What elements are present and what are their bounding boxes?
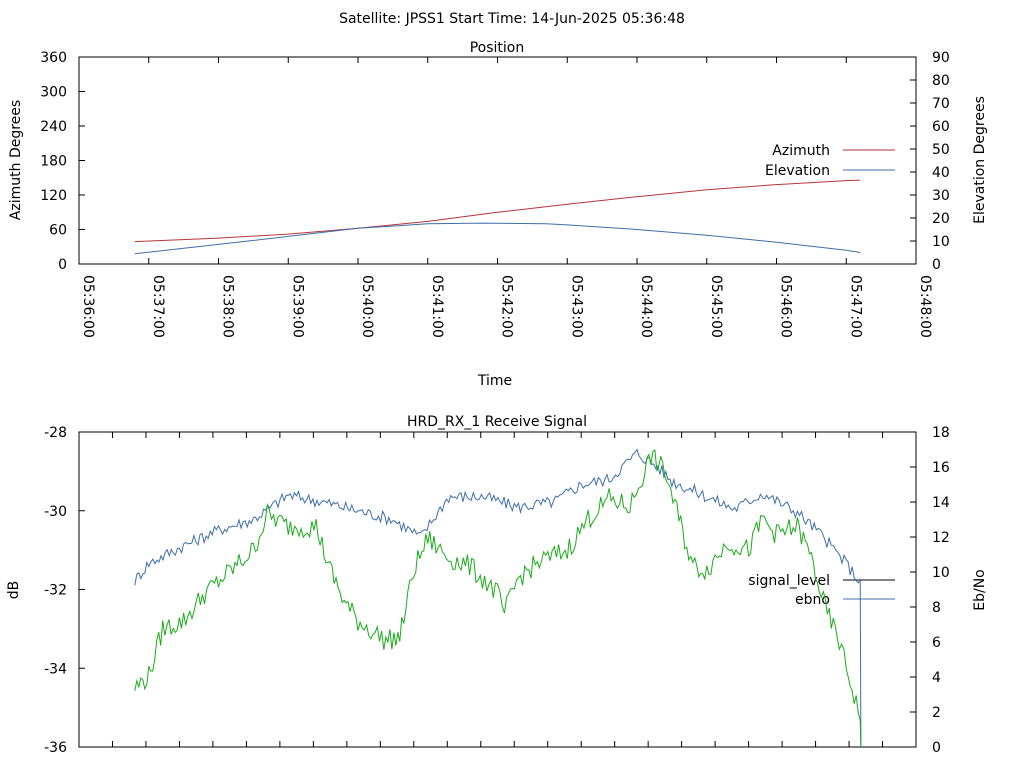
position-x-tick-label: 05:37:00 (150, 275, 166, 338)
position-right-tick-label: 40 (932, 165, 950, 181)
position-right-tick-label: 50 (932, 142, 950, 158)
signal-right-tick-label: 18 (932, 425, 950, 441)
signal-right-tick-label: 14 (932, 495, 950, 511)
signal-right-tick-label: 8 (932, 600, 941, 616)
receive-signal-panel: HRD_RX_1 Receive Signal dB Eb/No -36 -34 -… (6, 414, 988, 756)
position-x-tick-label: 05:40:00 (359, 275, 375, 338)
position-plot-frame (78, 56, 917, 265)
position-left-tick-label: 300 (40, 85, 67, 101)
signal-series-trace-line (134, 449, 862, 748)
signal-right-tick-label: 0 (932, 740, 941, 756)
position-x-tick-label: 05:48:00 (917, 275, 933, 338)
signal-right-tick-label: 6 (932, 635, 941, 651)
position-right-tick-label: 30 (932, 188, 950, 204)
position-left-tick-label: 180 (40, 154, 67, 170)
signal-right-tick-label: 12 (932, 530, 950, 546)
position-panel: Position Azimuth Degrees Elevation Degre… (8, 40, 988, 389)
position-right-tick-label: 60 (932, 119, 950, 135)
position-chart-title: Position (470, 40, 525, 56)
signal-left-tick-label: -28 (44, 425, 67, 441)
signal-left-axis-label: dB (6, 581, 22, 600)
position-legend-label-Azimuth: Azimuth (772, 143, 830, 159)
signal-left-tick-label: -34 (44, 661, 67, 677)
signal-series-ebno-line (134, 448, 862, 748)
position-right-tick-label: 20 (932, 211, 950, 227)
figure-title: Satellite: JPSS1 Start Time: 14-Jun-2025… (339, 11, 685, 27)
signal-right-tick-label: 10 (932, 565, 950, 581)
position-x-tick-label: 05:41:00 (429, 275, 445, 338)
signal-chart-title: HRD_RX_1 Receive Signal (407, 414, 587, 430)
position-left-tick-label: 0 (58, 257, 67, 273)
position-x-tick-label: 05:47:00 (847, 275, 863, 338)
position-left-tick-label: 60 (49, 223, 67, 239)
signal-right-tick-label: 4 (932, 670, 941, 686)
position-left-axis-label: Azimuth Degrees (8, 100, 24, 220)
signal-left-tick-label: -36 (44, 740, 67, 756)
position-right-tick-label: 90 (932, 50, 950, 66)
position-left-tick-label: 360 (40, 50, 67, 66)
position-x-tick-label: 05:43:00 (568, 275, 584, 338)
signal-right-tick-label: 16 (932, 460, 950, 476)
position-x-axis-label: Time (477, 373, 512, 389)
signal-right-tick-label: 2 (932, 705, 941, 721)
position-x-tick-label: 05:45:00 (708, 275, 724, 338)
signal-legend-label-signal_level: signal_level (748, 573, 830, 589)
position-x-tick-label: 05:38:00 (220, 275, 236, 338)
position-right-tick-label: 10 (932, 234, 950, 250)
position-x-tick-label: 05:44:00 (638, 275, 654, 338)
position-legend-label-Elevation: Elevation (765, 163, 830, 179)
position-right-tick-label: 70 (932, 96, 950, 112)
signal-plot-frame (78, 431, 917, 748)
signal-right-axis-label: Eb/No (972, 569, 988, 611)
position-x-tick-label: 05:39:00 (289, 275, 305, 338)
position-series-Elevation-line (134, 222, 861, 255)
position-right-tick-label: 0 (932, 257, 941, 273)
position-x-tick-label: 05:36:00 (80, 275, 96, 338)
position-x-tick-label: 05:46:00 (778, 275, 794, 338)
position-left-tick-label: 120 (40, 188, 67, 204)
position-left-tick-label: 240 (40, 119, 67, 135)
signal-left-tick-label: -30 (44, 504, 67, 520)
signal-left-tick-label: -32 (44, 583, 67, 599)
position-right-axis-label: Elevation Degrees (972, 96, 988, 224)
signal-legend-label-ebno: ebno (795, 592, 830, 608)
position-series-Azimuth-line (134, 179, 861, 243)
position-right-tick-label: 80 (932, 73, 950, 89)
position-x-tick-label: 05:42:00 (499, 275, 515, 338)
